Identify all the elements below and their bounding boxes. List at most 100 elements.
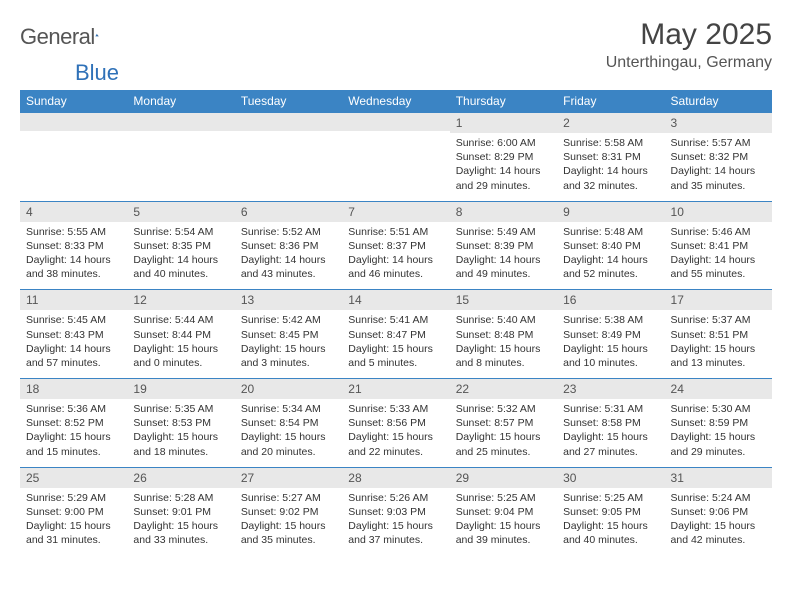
sunset-line: Sunset: 8:58 PM [563,416,658,430]
sunset-line: Sunset: 8:53 PM [133,416,228,430]
sunrise-line: Sunrise: 5:41 AM [348,313,443,327]
week-row: 18Sunrise: 5:36 AMSunset: 8:52 PMDayligh… [20,379,772,468]
day-cell: 14Sunrise: 5:41 AMSunset: 8:47 PMDayligh… [342,290,449,379]
sunrise-line: Sunrise: 5:37 AM [671,313,766,327]
day-number: 10 [665,202,772,222]
day-cell: 17Sunrise: 5:37 AMSunset: 8:51 PMDayligh… [665,290,772,379]
sunset-line: Sunset: 8:43 PM [26,328,121,342]
daylight-line-1: Daylight: 15 hours [348,519,443,533]
daylight-line-1: Daylight: 15 hours [563,430,658,444]
day-number: 30 [557,468,664,488]
day-number-empty [127,113,234,131]
day-body: Sunrise: 5:35 AMSunset: 8:53 PMDaylight:… [127,399,234,467]
daylight-line-1: Daylight: 14 hours [456,253,551,267]
day-body: Sunrise: 5:25 AMSunset: 9:05 PMDaylight:… [557,488,664,556]
calendar-body: 1Sunrise: 6:00 AMSunset: 8:29 PMDaylight… [20,113,772,556]
day-number: 22 [450,379,557,399]
sunset-line: Sunset: 9:04 PM [456,505,551,519]
day-body: Sunrise: 5:52 AMSunset: 8:36 PMDaylight:… [235,222,342,290]
sunset-line: Sunset: 8:36 PM [241,239,336,253]
daylight-line-2: and 32 minutes. [563,179,658,193]
day-body: Sunrise: 5:58 AMSunset: 8:31 PMDaylight:… [557,133,664,201]
day-cell: 18Sunrise: 5:36 AMSunset: 8:52 PMDayligh… [20,379,127,468]
sunrise-line: Sunrise: 5:35 AM [133,402,228,416]
daylight-line-2: and 40 minutes. [563,533,658,547]
daylight-line-1: Daylight: 15 hours [26,519,121,533]
sunrise-line: Sunrise: 5:24 AM [671,491,766,505]
sunrise-line: Sunrise: 5:25 AM [563,491,658,505]
daylight-line-1: Daylight: 15 hours [456,519,551,533]
daylight-line-2: and 29 minutes. [456,179,551,193]
col-sunday: Sunday [20,90,127,113]
daylight-line-2: and 3 minutes. [241,356,336,370]
sunset-line: Sunset: 8:49 PM [563,328,658,342]
daylight-line-1: Daylight: 15 hours [671,430,766,444]
daylight-line-1: Daylight: 15 hours [348,342,443,356]
day-body: Sunrise: 5:31 AMSunset: 8:58 PMDaylight:… [557,399,664,467]
day-body: Sunrise: 5:27 AMSunset: 9:02 PMDaylight:… [235,488,342,556]
sunset-line: Sunset: 8:56 PM [348,416,443,430]
daylight-line-2: and 38 minutes. [26,267,121,281]
daylight-line-1: Daylight: 15 hours [348,430,443,444]
day-cell: 15Sunrise: 5:40 AMSunset: 8:48 PMDayligh… [450,290,557,379]
day-cell: 23Sunrise: 5:31 AMSunset: 8:58 PMDayligh… [557,379,664,468]
day-body: Sunrise: 5:37 AMSunset: 8:51 PMDaylight:… [665,310,772,378]
sunrise-line: Sunrise: 5:51 AM [348,225,443,239]
daylight-line-2: and 35 minutes. [671,179,766,193]
week-row: 4Sunrise: 5:55 AMSunset: 8:33 PMDaylight… [20,201,772,290]
day-number: 26 [127,468,234,488]
daylight-line-1: Daylight: 14 hours [26,253,121,267]
sunrise-line: Sunrise: 5:30 AM [671,402,766,416]
day-body: Sunrise: 5:51 AMSunset: 8:37 PMDaylight:… [342,222,449,290]
day-cell: 11Sunrise: 5:45 AMSunset: 8:43 PMDayligh… [20,290,127,379]
daylight-line-2: and 0 minutes. [133,356,228,370]
day-number: 31 [665,468,772,488]
daylight-line-1: Daylight: 14 hours [563,164,658,178]
day-body: Sunrise: 5:28 AMSunset: 9:01 PMDaylight:… [127,488,234,556]
day-body: Sunrise: 5:48 AMSunset: 8:40 PMDaylight:… [557,222,664,290]
sunrise-line: Sunrise: 5:31 AM [563,402,658,416]
sunrise-line: Sunrise: 5:33 AM [348,402,443,416]
day-body: Sunrise: 5:46 AMSunset: 8:41 PMDaylight:… [665,222,772,290]
day-cell: 9Sunrise: 5:48 AMSunset: 8:40 PMDaylight… [557,201,664,290]
day-number: 25 [20,468,127,488]
day-body: Sunrise: 5:40 AMSunset: 8:48 PMDaylight:… [450,310,557,378]
daylight-line-2: and 43 minutes. [241,267,336,281]
day-cell: 29Sunrise: 5:25 AMSunset: 9:04 PMDayligh… [450,467,557,555]
sunset-line: Sunset: 8:31 PM [563,150,658,164]
week-row: 25Sunrise: 5:29 AMSunset: 9:00 PMDayligh… [20,467,772,555]
sunrise-line: Sunrise: 5:28 AM [133,491,228,505]
sunset-line: Sunset: 8:47 PM [348,328,443,342]
day-cell: 31Sunrise: 5:24 AMSunset: 9:06 PMDayligh… [665,467,772,555]
day-body: Sunrise: 5:25 AMSunset: 9:04 PMDaylight:… [450,488,557,556]
daylight-line-2: and 22 minutes. [348,445,443,459]
daylight-line-1: Daylight: 15 hours [671,342,766,356]
col-thursday: Thursday [450,90,557,113]
daylight-line-1: Daylight: 15 hours [26,430,121,444]
daylight-line-1: Daylight: 14 hours [26,342,121,356]
day-cell: 27Sunrise: 5:27 AMSunset: 9:02 PMDayligh… [235,467,342,555]
day-cell: 13Sunrise: 5:42 AMSunset: 8:45 PMDayligh… [235,290,342,379]
day-body-empty [235,131,342,191]
day-number: 15 [450,290,557,310]
sunset-line: Sunset: 9:02 PM [241,505,336,519]
daylight-line-1: Daylight: 15 hours [133,430,228,444]
sunrise-line: Sunrise: 5:52 AM [241,225,336,239]
day-body: Sunrise: 5:32 AMSunset: 8:57 PMDaylight:… [450,399,557,467]
day-number: 24 [665,379,772,399]
sunrise-line: Sunrise: 5:49 AM [456,225,551,239]
daylight-line-1: Daylight: 15 hours [563,519,658,533]
day-body: Sunrise: 5:26 AMSunset: 9:03 PMDaylight:… [342,488,449,556]
col-tuesday: Tuesday [235,90,342,113]
day-cell: 10Sunrise: 5:46 AMSunset: 8:41 PMDayligh… [665,201,772,290]
col-monday: Monday [127,90,234,113]
day-body: Sunrise: 5:42 AMSunset: 8:45 PMDaylight:… [235,310,342,378]
daylight-line-1: Daylight: 15 hours [241,342,336,356]
day-body: Sunrise: 5:49 AMSunset: 8:39 PMDaylight:… [450,222,557,290]
sunset-line: Sunset: 8:45 PM [241,328,336,342]
day-number: 3 [665,113,772,133]
month-title: May 2025 [606,18,772,52]
daylight-line-1: Daylight: 14 hours [348,253,443,267]
daylight-line-2: and 27 minutes. [563,445,658,459]
day-body-empty [127,131,234,191]
